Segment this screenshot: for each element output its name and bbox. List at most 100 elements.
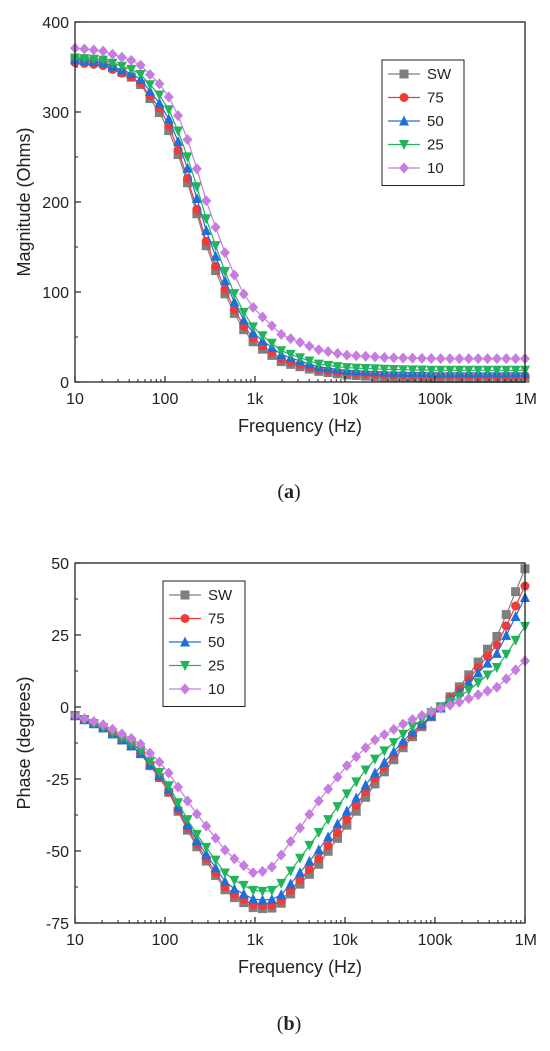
y-tick-label: 25 bbox=[51, 628, 69, 645]
data-point bbox=[491, 647, 502, 658]
data-point bbox=[407, 365, 418, 376]
x-tick-label: 100k bbox=[418, 932, 454, 949]
data-point bbox=[220, 875, 230, 886]
data-point bbox=[510, 353, 521, 365]
data-point bbox=[154, 97, 165, 108]
legend-entry-25: 25 bbox=[388, 137, 444, 154]
y-axis-title: Phase (degrees) bbox=[14, 676, 34, 809]
data-point bbox=[145, 747, 155, 759]
data-point bbox=[388, 738, 399, 749]
data-point bbox=[295, 336, 305, 348]
data-point bbox=[398, 729, 409, 740]
data-point bbox=[379, 364, 390, 375]
data-point bbox=[351, 363, 362, 374]
data-point bbox=[501, 610, 511, 620]
data-point bbox=[210, 241, 221, 252]
data-point bbox=[238, 860, 249, 872]
data-point bbox=[473, 689, 484, 701]
data-point bbox=[333, 833, 342, 843]
data-point bbox=[463, 693, 474, 705]
data-point bbox=[126, 739, 137, 750]
data-point bbox=[266, 338, 277, 349]
data-point bbox=[407, 713, 418, 725]
x-tick-label: 100 bbox=[152, 391, 179, 408]
legend-entry-25: 25 bbox=[169, 658, 225, 675]
x-tick-label: 100k bbox=[418, 391, 454, 408]
legend-marker bbox=[399, 69, 409, 79]
data-point bbox=[210, 862, 221, 873]
data-point bbox=[238, 314, 249, 325]
panel-label-a: (a) bbox=[277, 481, 300, 503]
data-point bbox=[511, 601, 521, 611]
chart-panel-a: 10 100 1k 10k 100k 1M 0 100 200 300 400 Frequency (… bbox=[14, 15, 537, 436]
data-point bbox=[248, 893, 259, 904]
data-point bbox=[107, 58, 118, 69]
data-point bbox=[248, 867, 259, 879]
data-point bbox=[276, 328, 287, 340]
data-point bbox=[483, 644, 492, 654]
data-point bbox=[145, 85, 155, 96]
data-point bbox=[332, 362, 343, 373]
data-point bbox=[285, 349, 296, 360]
data-point bbox=[435, 365, 446, 376]
data-point bbox=[98, 719, 109, 731]
data-point bbox=[463, 365, 474, 376]
data-point bbox=[360, 742, 371, 754]
data-point bbox=[98, 45, 109, 57]
data-point bbox=[295, 867, 305, 878]
data-point bbox=[370, 734, 380, 746]
data-point bbox=[510, 365, 521, 376]
legend-marker bbox=[180, 614, 190, 623]
legend-marker bbox=[180, 683, 190, 695]
data-point bbox=[285, 866, 296, 877]
legend-entry-75: 75 bbox=[388, 90, 444, 107]
data-point bbox=[191, 182, 202, 193]
data-point bbox=[482, 685, 493, 697]
data-point bbox=[323, 815, 334, 826]
legend-box bbox=[381, 59, 465, 186]
data-point bbox=[201, 195, 212, 207]
data-point bbox=[79, 43, 90, 55]
x-axis-title: Frequency (Hz) bbox=[238, 957, 362, 977]
data-point bbox=[182, 152, 193, 163]
legend-marker bbox=[180, 590, 190, 600]
data-point bbox=[145, 80, 155, 91]
data-point bbox=[163, 781, 174, 792]
data-point bbox=[304, 340, 315, 352]
data-point bbox=[229, 296, 240, 307]
data-point bbox=[220, 868, 230, 879]
data-point bbox=[135, 59, 146, 71]
y-tick-label: 0 bbox=[60, 375, 69, 392]
data-point bbox=[492, 631, 502, 641]
data-point bbox=[379, 746, 390, 757]
legend-marker bbox=[399, 140, 409, 150]
legend-entry-75: 75 bbox=[169, 611, 225, 628]
data-point bbox=[360, 779, 371, 790]
data-point bbox=[238, 307, 249, 318]
data-point bbox=[501, 353, 512, 365]
data-point bbox=[482, 670, 493, 681]
data-point bbox=[191, 192, 202, 203]
data-point bbox=[332, 802, 343, 813]
data-point bbox=[220, 266, 230, 277]
data-point bbox=[388, 352, 399, 364]
data-point bbox=[257, 886, 268, 897]
data-point bbox=[333, 828, 342, 838]
data-point bbox=[360, 765, 371, 776]
data-point bbox=[332, 348, 343, 360]
x-tick-label: 10k bbox=[332, 391, 359, 408]
x-tick-label: 1M bbox=[515, 391, 537, 408]
data-point bbox=[163, 767, 174, 779]
data-point bbox=[182, 815, 193, 826]
legend-label: SW bbox=[208, 587, 233, 604]
data-point bbox=[295, 853, 305, 864]
data-point bbox=[341, 760, 352, 772]
data-point bbox=[163, 113, 174, 124]
data-point bbox=[210, 855, 221, 866]
legend-entry-10: 10 bbox=[388, 160, 444, 177]
data-point bbox=[173, 150, 183, 160]
legend-label: 50 bbox=[427, 113, 444, 130]
legend-label: 10 bbox=[427, 160, 444, 177]
x-axis-title: Frequency (Hz) bbox=[238, 416, 362, 436]
data-point bbox=[229, 853, 240, 865]
